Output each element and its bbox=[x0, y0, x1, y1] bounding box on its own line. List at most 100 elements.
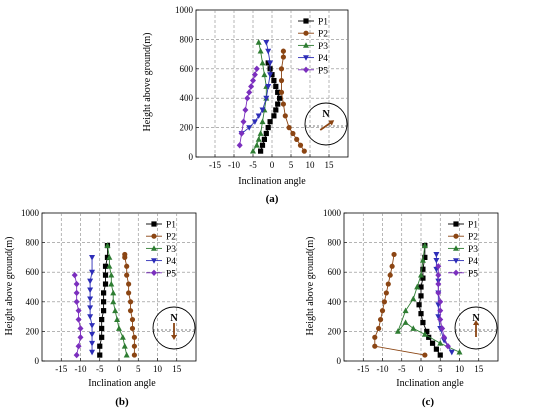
panel-c-x-tick-label: 15 bbox=[474, 364, 484, 374]
panel-a-series-p1-point bbox=[273, 107, 279, 113]
panel-c-series-p3-point bbox=[456, 348, 463, 355]
panel-c-series-p1-point bbox=[418, 311, 424, 317]
panel-c-series-p2-point bbox=[379, 308, 386, 314]
panel-a-legend-p4-label: P4 bbox=[318, 54, 328, 64]
panel-c-series-p5-point bbox=[437, 298, 444, 305]
panel-a-series-p4-point bbox=[259, 107, 266, 114]
panel-b-legend-p3-marker bbox=[151, 245, 157, 251]
panel-c-series-p3-point bbox=[414, 283, 421, 290]
panel-a-y-tick-label: 400 bbox=[180, 93, 194, 103]
panel-b-series-p1-point bbox=[97, 352, 103, 358]
panel-b-series-p1-point bbox=[99, 334, 105, 340]
panel-a-series-p4-point bbox=[263, 39, 270, 46]
panel-a-compass-circle bbox=[304, 102, 348, 146]
panel-b-series-p2-point bbox=[131, 334, 137, 340]
panel-b-series-p2-line bbox=[124, 254, 135, 356]
panel-b-series-p3-point bbox=[104, 242, 111, 248]
panel-b-legend-p2-label: P2 bbox=[166, 233, 176, 243]
panel-a-legend-p4-marker bbox=[303, 55, 309, 61]
panel-b-series-p1-point bbox=[97, 343, 103, 349]
panel-c-legend-p4-label: P4 bbox=[468, 257, 478, 267]
panel-c-series-p1-point bbox=[420, 275, 426, 281]
panel-a-series-p5-point bbox=[248, 83, 255, 90]
panel-c-series-p5-point bbox=[441, 334, 448, 341]
panel-a-series-p1-point bbox=[273, 83, 279, 90]
panel-a-series-p5-point bbox=[251, 71, 258, 78]
panel-b-series-p2-point bbox=[126, 281, 132, 287]
panel-b-series-p4-point bbox=[89, 349, 96, 356]
panel-c-series-p1-point bbox=[416, 302, 422, 308]
panel-a-series-p2-point bbox=[297, 142, 304, 148]
panel-a-series-p5-point bbox=[242, 106, 249, 114]
panel-b-x-tick-label: -10 bbox=[75, 364, 87, 374]
panel-a-ylabel: Height above ground(m) bbox=[142, 33, 153, 132]
panel-a-series-p1-point bbox=[275, 89, 281, 95]
panel-a-series-p2-point bbox=[294, 136, 300, 142]
panel-b-y-tick-label: 0 bbox=[35, 356, 40, 366]
panel-b-xlabel: Inclination angle bbox=[88, 378, 156, 389]
panel-c-legend-p4-marker bbox=[453, 258, 459, 264]
panel-c: (c) Inclination angle Height above groun… bbox=[305, 208, 499, 408]
panel-b-series-p4-point bbox=[87, 278, 94, 285]
panel-c-series-p2-point bbox=[387, 272, 393, 278]
panel-c-series-p3-point bbox=[410, 325, 417, 331]
panel-b-compass-arrow-head bbox=[171, 335, 177, 340]
panel-a-legend-p5-label: P5 bbox=[318, 66, 328, 76]
panel-c-ylabel: Height above ground(m) bbox=[305, 237, 316, 336]
panel-b-x-tick-label: 15 bbox=[172, 364, 182, 374]
panel-a-y-tick-label: 600 bbox=[180, 64, 194, 74]
panel-a-series-p4-point bbox=[267, 72, 274, 78]
panel-b-series-p1-point bbox=[101, 299, 107, 305]
panel-a-x-tick-label: 10 bbox=[306, 160, 316, 170]
panel-c-series-p2-point bbox=[372, 334, 378, 340]
panel-b-series-p5-point bbox=[75, 307, 82, 314]
panel-c-series-p4-line bbox=[435, 254, 453, 353]
panel-b-series-p2-point bbox=[127, 299, 134, 305]
panel-b-series-p2-point bbox=[129, 325, 136, 332]
panel-b-series-p1-point bbox=[99, 325, 105, 332]
panel-c-series-p1-point bbox=[426, 334, 432, 340]
panel-b-series-p4-point bbox=[87, 287, 94, 294]
panel-a-series-p1-line bbox=[260, 62, 281, 152]
panel-a-series-p5-point bbox=[253, 65, 260, 72]
panel-a-series-p4-point bbox=[246, 125, 253, 131]
panel-b-series-p3-point bbox=[108, 271, 115, 278]
panel-c-series-p3-line bbox=[397, 245, 460, 353]
panel-a-series-p2-point bbox=[290, 130, 296, 137]
panel-b-series-p2-point bbox=[131, 343, 137, 349]
panel-b-series-p3-point bbox=[110, 298, 117, 305]
panel-c-series-p3-point bbox=[421, 331, 428, 337]
panel-b-series-p4-point bbox=[89, 331, 96, 338]
panel-c-x-tick-label: -5 bbox=[398, 364, 406, 374]
panel-c-series-p5-point bbox=[435, 289, 442, 297]
panel-a-y-tick-label: 0 bbox=[189, 152, 194, 162]
panel-b-series-p4-point bbox=[87, 314, 94, 320]
panel-b-series-p3-point bbox=[106, 254, 113, 260]
panel-b-x-tick-label: 5 bbox=[136, 364, 141, 374]
panel-b-series-p1-point bbox=[101, 290, 107, 296]
panel-c-series-p4-point bbox=[433, 257, 440, 264]
panel-b-compass-circle bbox=[152, 306, 196, 350]
panel-c-series-p1-point bbox=[424, 328, 430, 334]
panel-b-series-p1-point bbox=[104, 254, 111, 260]
panel-c-series-p5-point bbox=[437, 316, 444, 323]
panel-b-series-p3-point bbox=[119, 334, 126, 340]
panel-c-x-tick-label: 10 bbox=[455, 364, 465, 374]
panel-a-series-p1-point bbox=[271, 113, 277, 119]
panel-a-series-p3-point bbox=[250, 147, 256, 154]
panel-c-legend-p3-marker bbox=[453, 245, 459, 251]
panel-a-legend-p5-marker bbox=[303, 66, 309, 73]
panel-a-series-p3-point bbox=[257, 47, 264, 54]
panel-c-series-p4-point bbox=[433, 252, 440, 258]
panel-c-series-p1-point bbox=[420, 319, 426, 326]
panel-a-series-p5-point bbox=[238, 130, 245, 137]
panel-b-x-tick-label: -15 bbox=[55, 364, 67, 374]
panel-a-series-p1-point bbox=[263, 130, 269, 137]
panel-c-series-p5-line bbox=[437, 266, 449, 347]
panel-b-series-p1-point bbox=[102, 272, 109, 278]
panel-b-series-p1-point bbox=[102, 281, 109, 287]
panel-b-series-p4-point bbox=[89, 323, 96, 329]
panel-a-legend-p3-marker bbox=[303, 42, 309, 48]
panel-b-series-p5-point bbox=[77, 325, 84, 332]
panel-b-series-p2-point bbox=[129, 316, 136, 323]
